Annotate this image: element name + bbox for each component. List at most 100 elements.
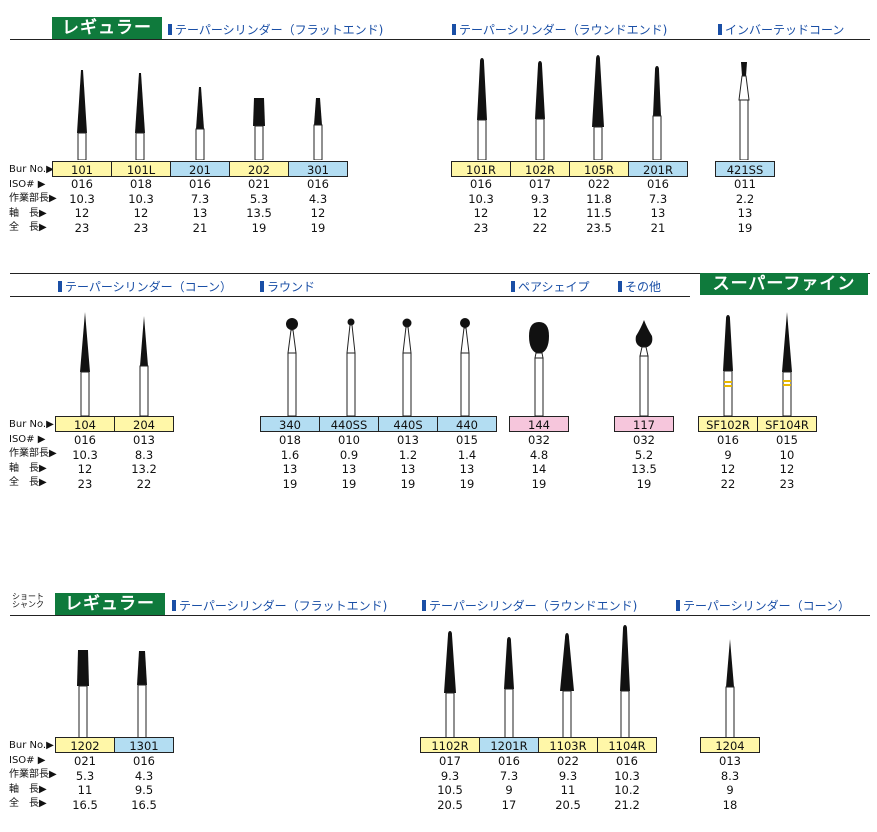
iso-value: 018 <box>130 177 152 191</box>
iso-value: 017 <box>529 177 551 191</box>
bur-number-box: 101R <box>451 161 511 177</box>
shaft-length-value: 12 <box>133 206 149 220</box>
label-iso: ISO# ▶ <box>9 178 46 190</box>
label-shaft-length: 軸 長▶ <box>9 783 47 795</box>
shaft-length-value: 12 <box>310 206 326 220</box>
iso-value: 032 <box>633 433 655 447</box>
iso-value: 016 <box>616 754 638 768</box>
total-length-value: 23 <box>77 476 93 491</box>
work-length-value: 0.9 <box>339 447 359 462</box>
category-taper-cone: テーパーシリンダー（コーン） <box>58 278 232 295</box>
bur-number-box: 1104R <box>597 737 657 753</box>
total-length-value: 22 <box>720 476 736 491</box>
total-length-value: 19 <box>737 220 753 235</box>
bur-101r-image <box>476 58 488 160</box>
label-bur-no: Bur No.▶ <box>9 164 54 175</box>
bur-number-box: 117 <box>614 416 674 432</box>
bur-number-box: 301 <box>288 161 348 177</box>
total-length-value: 23 <box>133 220 149 235</box>
bur-specs: 015 10 12 23 <box>757 433 817 491</box>
label-work-length: 作業部長▶ <box>9 448 57 459</box>
total-length-value: 20.5 <box>437 797 463 812</box>
work-length-value: 10.3 <box>128 191 154 206</box>
shaft-length-value: 11.5 <box>586 206 612 220</box>
iso-value: 015 <box>776 433 798 447</box>
bur-sf104r-image <box>781 312 793 416</box>
section-regular: レギュラー テーパーシリンダー（フラットエンド) テーパーシリンダー（ラウンドエ… <box>0 0 877 260</box>
work-length-value: 1.6 <box>280 447 300 462</box>
total-length-value: 16.5 <box>72 797 98 812</box>
bur-number-box: 101 <box>52 161 112 177</box>
label-bur-no: Bur No.▶ <box>9 740 54 751</box>
spec-labels: Bur No.▶ ISO# ▶ 作業部長▶ 軸 長▶ 全 長▶ <box>9 418 57 491</box>
shaft-length-value: 13 <box>400 462 416 476</box>
bur-specs: 016 4.3 12 19 <box>288 177 348 235</box>
category-label: テーパーシリンダー（フラットエンド) <box>175 23 384 37</box>
bur-117-image <box>634 320 654 416</box>
bur-number-box: SF104R <box>757 416 817 432</box>
bur-1102r-image <box>443 631 457 738</box>
bur-number-box: 101L <box>111 161 171 177</box>
bur-104-image <box>79 312 91 416</box>
shaft-length-value: 10.2 <box>614 783 640 797</box>
bur-specs: 013 8.3 13.2 22 <box>114 433 174 491</box>
shaft-length-value: 12 <box>779 462 795 476</box>
label-iso: ISO# ▶ <box>9 754 46 766</box>
total-length-value: 23 <box>779 476 795 491</box>
section-short-shank: ショート シャンク レギュラー テーパーシリンダー（フラットエンド) テーパーシ… <box>0 585 877 832</box>
total-length-value: 19 <box>531 476 547 491</box>
category-taper-cone: テーパーシリンダー（コーン） <box>676 597 850 614</box>
section-cone-round-superfine: テーパーシリンダー（コーン） ラウンド ペアシェイプ その他 スーパーファイン … <box>0 260 877 560</box>
work-length-value: 11.8 <box>586 191 612 206</box>
work-length-value: 9.3 <box>530 191 550 206</box>
total-length-value: 16.5 <box>131 797 157 812</box>
total-length-value: 19 <box>310 220 326 235</box>
iso-value: 022 <box>557 754 579 768</box>
divider <box>10 273 870 274</box>
bur-specs: 032 4.8 14 19 <box>509 433 569 491</box>
bur-201r-image <box>651 66 663 160</box>
total-length-value: 21 <box>650 220 666 235</box>
bur-440s-image <box>399 317 415 416</box>
shaft-length-value: 12 <box>74 206 90 220</box>
short-shank-tag-line2: シャンク <box>12 600 44 609</box>
shaft-length-value: 13.5 <box>631 462 657 476</box>
category-taper-round-end: テーパーシリンダー（ラウンドエンド) <box>422 597 637 614</box>
work-length-value: 1.2 <box>398 447 418 462</box>
bur-number-box: 202 <box>229 161 289 177</box>
work-length-value: 5.3 <box>249 191 269 206</box>
iso-value: 010 <box>338 433 360 447</box>
bur-specs: 016 10.3 12 23 <box>55 433 115 491</box>
spec-labels: Bur No.▶ ISO# ▶ 作業部長▶ 軸 長▶ 全 長▶ <box>9 739 57 812</box>
total-length-value: 23 <box>473 220 489 235</box>
iso-value: 016 <box>307 177 329 191</box>
shaft-length-value: 10.5 <box>437 783 463 797</box>
bur-specs: 018 1.6 13 19 <box>260 433 320 491</box>
bur-number-box: 102R <box>510 161 570 177</box>
work-length-value: 5.3 <box>75 768 95 783</box>
label-total-length: 全 長▶ <box>9 798 47 809</box>
total-length-value: 19 <box>459 476 475 491</box>
work-length-value: 4.8 <box>529 447 549 462</box>
iso-value: 016 <box>498 754 520 768</box>
bur-421ss-image <box>737 62 751 160</box>
total-length-value: 22 <box>136 476 152 491</box>
total-length-value: 21 <box>192 220 208 235</box>
category-label: インバーテッドコーン <box>725 23 845 37</box>
total-length-value: 21.2 <box>614 797 640 812</box>
spec-labels: Bur No.▶ ISO# ▶ 作業部長▶ 軸 長▶ 全 長▶ <box>9 163 57 236</box>
bur-specs: 016 4.3 9.5 16.5 <box>114 754 174 812</box>
label-shaft-length: 軸 長▶ <box>9 462 47 474</box>
work-length-value: 7.3 <box>190 191 210 206</box>
bur-102r-image <box>534 61 546 160</box>
total-length-value: 19 <box>636 476 652 491</box>
total-length-value: 19 <box>341 476 357 491</box>
bur-202-image <box>252 98 266 160</box>
bur-specs: 022 11.8 11.5 23.5 <box>569 177 629 235</box>
work-length-value: 4.3 <box>308 191 328 206</box>
iso-value: 013 <box>397 433 419 447</box>
bur-number-box: 1103R <box>538 737 598 753</box>
label-total-length: 全 長▶ <box>9 222 47 233</box>
category-label: テーパーシリンダー（フラットエンド) <box>179 599 388 613</box>
shaft-length-value: 12 <box>720 462 736 476</box>
